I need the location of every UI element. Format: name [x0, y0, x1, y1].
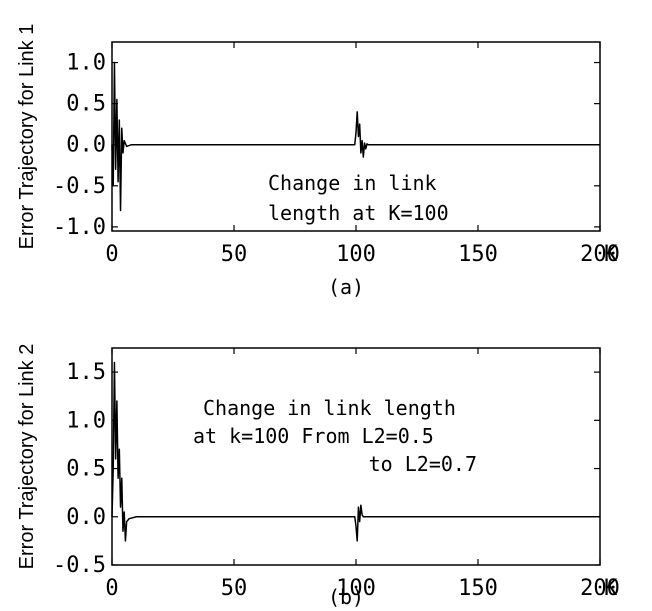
chart-a-series-line [111, 61, 600, 212]
chart-a-xtick-label: 100 [336, 242, 376, 267]
chart-a-ytick-label: 0.0 [66, 133, 106, 158]
chart-b-ytick-label: 0.5 [66, 457, 106, 482]
chart-a-annotation-line: length at K=100 [268, 201, 449, 225]
chart-b-ytick-label: 1.5 [66, 360, 106, 385]
chart-b-ytick-label: 1.0 [66, 408, 106, 433]
chart-b-x-unit-label: K [604, 576, 618, 601]
chart-a-ytick-label: -0.5 [53, 174, 106, 199]
chart-a-caption: (a) [328, 275, 364, 299]
chart-a-x-unit-label: K [604, 242, 618, 267]
chart-b-annotation-line: at k=100 From L2=0.5 [193, 424, 434, 448]
chart-b-ytick-label: 0.0 [66, 505, 106, 530]
chart-b-xtick-label: 50 [221, 576, 248, 601]
chart-b-caption: (b) [328, 585, 364, 609]
chart-b-series-line [111, 361, 600, 542]
chart-b-xtick-label: 100 [336, 576, 376, 601]
chart-a-y-axis-label: Error Trajectory for Link 1 [16, 24, 38, 250]
chart-a-xtick-label: 50 [221, 242, 248, 267]
chart-a-ytick-label: 0.5 [66, 92, 106, 117]
chart-a-ytick-label: -1.0 [53, 215, 106, 240]
chart-a-xtick-label: 0 [105, 242, 118, 267]
chart-a-ytick-label: 1.0 [66, 51, 106, 76]
chart-a-xtick-label: 200 [580, 242, 620, 267]
chart-b-annotation-line: Change in link length [203, 396, 456, 420]
chart-a-xtick-label: 150 [458, 242, 498, 267]
chart-b-xtick-label: 0 [105, 576, 118, 601]
chart-b-annotation-line: to L2=0.7 [369, 452, 477, 476]
chart-b-xtick-label: 150 [458, 576, 498, 601]
chart-b-ytick-label: -0.5 [53, 553, 106, 578]
chart-b-xtick-label: 200 [580, 576, 620, 601]
chart-a-annotation-line: Change in link [268, 171, 437, 195]
chart-b-y-axis-label: Error Trajectory for Link 2 [16, 344, 38, 570]
